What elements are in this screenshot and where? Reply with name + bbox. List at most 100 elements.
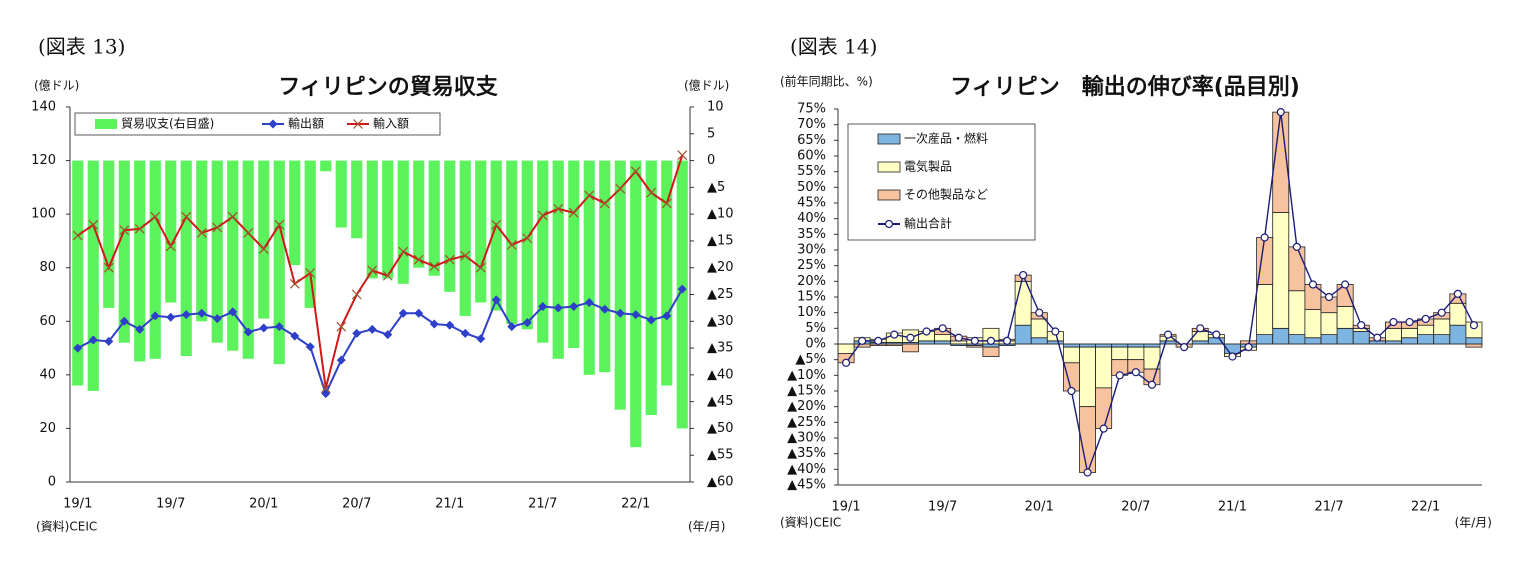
- bar: [459, 160, 471, 316]
- y-tick-label: 140: [31, 100, 56, 115]
- bar: [1256, 284, 1274, 336]
- marker: [938, 324, 947, 333]
- bar: [1030, 318, 1048, 339]
- bar: [87, 160, 99, 391]
- marker: [1421, 314, 1430, 324]
- marker: [1341, 280, 1350, 289]
- bar: [599, 160, 611, 373]
- marker: [1228, 352, 1237, 361]
- chart: フィリピンの貿易収支 (図表 13) (億ドル) (億ドル) (資料)CEIC (年/月)…: [31, 35, 733, 534]
- bar: [382, 160, 394, 279]
- bar: [1256, 334, 1274, 345]
- marker: [398, 308, 408, 318]
- source: (資料)CEIC: [36, 520, 97, 534]
- marker: [135, 324, 145, 334]
- bar: [1433, 318, 1451, 335]
- marker: [1292, 242, 1301, 251]
- marker: [274, 219, 285, 230]
- x-tick-label: 22/1: [1411, 500, 1440, 515]
- bar: [103, 160, 115, 308]
- marker: [228, 307, 238, 317]
- marker: [150, 211, 161, 222]
- bar: [1304, 309, 1322, 339]
- y-tick-label: ▲35%: [787, 446, 826, 461]
- marker: [460, 328, 470, 338]
- x-tick-label: 19/7: [156, 497, 185, 512]
- bar: [1191, 331, 1209, 342]
- marker: [1051, 327, 1060, 336]
- bar: [320, 160, 332, 172]
- legend-label: 電気製品: [904, 159, 952, 174]
- bar: [630, 160, 642, 448]
- marker: [1147, 380, 1157, 389]
- y-tick-label: 20%: [797, 274, 826, 289]
- y-tick-label: 25%: [797, 258, 826, 273]
- x-tick-label: 19/7: [928, 500, 957, 515]
- marker: [258, 244, 269, 254]
- marker: [88, 219, 99, 230]
- marker: [1389, 317, 1398, 327]
- y2-unit-label: (億ドル): [684, 79, 729, 93]
- marker: [103, 262, 114, 273]
- marker: [922, 327, 931, 336]
- marker: [243, 327, 253, 337]
- marker: [352, 328, 362, 338]
- marker: [290, 331, 300, 341]
- line: [77, 154, 684, 389]
- marker: [631, 310, 641, 320]
- y2-tick-label: ▲25: [707, 287, 734, 302]
- marker: [119, 225, 130, 236]
- y-tick-label: 40%: [797, 211, 826, 226]
- bar: [1449, 324, 1467, 345]
- marker: [367, 265, 378, 276]
- legend-label: 輸出合計: [904, 216, 952, 231]
- bar: [1127, 346, 1145, 361]
- bar: [211, 160, 223, 343]
- legend-label: 輸入額: [373, 116, 409, 131]
- bar: [1063, 346, 1080, 364]
- bar: [1320, 334, 1338, 345]
- bar: [304, 160, 316, 308]
- bar: [1465, 337, 1483, 345]
- y-tick-label: 60%: [797, 149, 826, 164]
- legend-marker: [884, 219, 894, 229]
- marker: [584, 298, 594, 308]
- marker: [197, 308, 207, 318]
- y-tick-label: 55%: [797, 164, 826, 179]
- marker: [1260, 233, 1269, 242]
- marker: [986, 336, 996, 345]
- marker: [166, 312, 176, 322]
- y2-tick-label: ▲35: [707, 341, 734, 356]
- legend-label: 一次産品・燃料: [904, 131, 988, 146]
- y-tick-label: ▲20%: [787, 399, 826, 414]
- marker: [858, 336, 867, 345]
- y2-tick-label: ▲5: [707, 180, 725, 195]
- bar: [227, 160, 239, 351]
- y-tick-label: 60: [39, 314, 56, 329]
- marker: [398, 246, 409, 257]
- legend-marker: [268, 119, 278, 129]
- marker: [1002, 336, 1012, 345]
- x-tick-label: 21/1: [1218, 500, 1247, 515]
- x-tick-label: 20/7: [342, 497, 371, 512]
- bar: [289, 160, 301, 266]
- source: (資料)CEIC: [780, 516, 841, 530]
- bar: [1433, 334, 1451, 345]
- y-tick-label: 100: [31, 207, 56, 222]
- marker: [553, 203, 564, 214]
- marker: [841, 358, 851, 367]
- marker: [212, 314, 222, 324]
- chart-title: フィリピンの貿易収支: [278, 75, 499, 100]
- legend-box: [74, 112, 441, 136]
- marker: [382, 270, 393, 281]
- marker: [336, 355, 346, 365]
- bar: [475, 160, 487, 303]
- marker: [351, 289, 362, 300]
- marker: [274, 322, 284, 332]
- bar: [366, 160, 378, 279]
- bar: [537, 160, 549, 343]
- y-tick-label: 10%: [797, 305, 826, 320]
- x-tick-label: 19/1: [831, 500, 860, 515]
- marker: [150, 311, 160, 321]
- y-tick-label: ▲5%: [795, 352, 826, 367]
